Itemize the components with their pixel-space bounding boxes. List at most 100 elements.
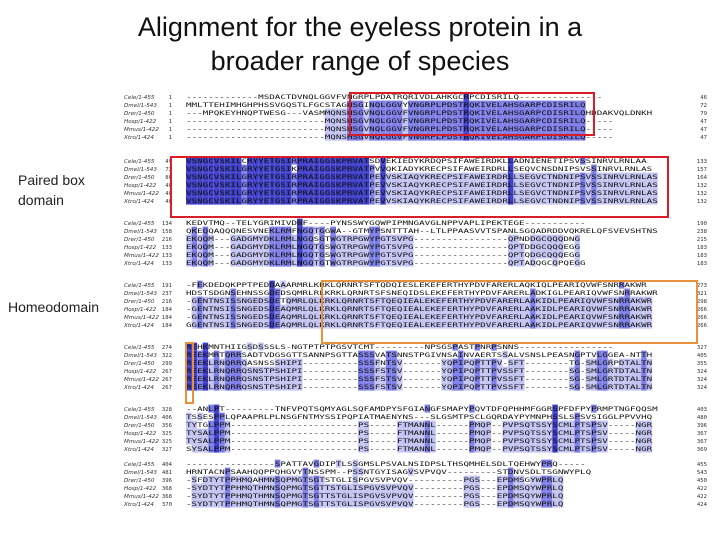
conservation-cell <box>235 304 242 313</box>
conservation-cell <box>374 116 381 125</box>
conservation-cell <box>485 382 492 391</box>
conservation-cell <box>380 234 386 243</box>
conservation-cell <box>385 180 392 189</box>
conservation-cell <box>541 483 547 492</box>
conservation-cell <box>191 366 198 375</box>
sequence-start: 299 <box>162 361 172 367</box>
conservation-cell <box>574 412 581 421</box>
conservation-cell <box>391 172 397 181</box>
conservation-cell <box>308 156 314 165</box>
conservation-cell <box>202 436 209 445</box>
conservation-cell <box>330 258 336 267</box>
conservation-cell <box>618 280 625 289</box>
sequence-end: 238 <box>697 229 708 235</box>
conservation-cell <box>485 196 492 205</box>
conservation-cell <box>457 358 464 367</box>
conservation-cell <box>213 366 220 375</box>
conservation-cell <box>291 156 297 165</box>
conservation-cell <box>396 491 403 500</box>
conservation-cell <box>396 242 403 251</box>
alignment-block: Cele/1-455 134 KEDVTMQ--TELYGRIMIVDNF----P… <box>123 218 708 267</box>
conservation-cell <box>507 312 514 321</box>
conservation-cell <box>485 172 492 181</box>
conservation-cell <box>352 108 359 117</box>
conservation-cell <box>624 366 630 375</box>
conservation-cell <box>358 242 364 251</box>
conservation-cell <box>424 188 431 197</box>
conservation-cell <box>241 296 248 305</box>
conservation-cell <box>635 304 642 313</box>
conservation-cell <box>474 188 481 197</box>
conservation-cell <box>358 180 364 189</box>
sequence-residues: -GENTNSISSNGEDSDEAQMRLQLKRKLQRNRTSFTQEQI… <box>186 314 653 321</box>
conservation-cell <box>519 242 525 251</box>
conservation-cell <box>591 188 597 197</box>
conservation-cell <box>552 491 558 500</box>
conservation-cell <box>391 312 397 321</box>
conservation-cell <box>247 320 253 329</box>
sequence-end: 190 <box>697 221 707 227</box>
conservation-cell <box>352 491 359 500</box>
conservation-cell <box>530 436 536 445</box>
conservation-cell <box>502 444 508 453</box>
conservation-cell <box>452 172 458 181</box>
conservation-cell <box>285 483 292 492</box>
conservation-cell <box>474 296 481 305</box>
conservation-cell <box>496 172 503 181</box>
conservation-cell <box>202 320 209 329</box>
conservation-cell <box>552 412 558 421</box>
conservation-cell <box>452 108 458 117</box>
conservation-cell <box>602 320 608 329</box>
conservation-cell <box>241 242 248 251</box>
conservation-cell <box>224 491 231 500</box>
conservation-cell <box>568 320 575 329</box>
conservation-cell <box>463 499 470 508</box>
conservation-cell <box>568 420 575 429</box>
conservation-cell <box>391 374 397 383</box>
conservation-cell <box>346 258 353 267</box>
conservation-cell <box>469 296 475 305</box>
conservation-cell <box>191 258 198 267</box>
conservation-cell <box>557 116 564 125</box>
conservation-cell <box>358 132 364 141</box>
conservation-cell <box>324 108 331 117</box>
conservation-cell <box>369 320 375 329</box>
sequence-name: Cele/1-455 <box>124 407 155 413</box>
conservation-cell <box>335 499 342 508</box>
conservation-cell <box>352 304 359 313</box>
conservation-cell <box>552 444 558 453</box>
conservation-cell <box>463 108 470 117</box>
conservation-cell <box>574 428 581 437</box>
conservation-cell <box>519 296 525 305</box>
conservation-cell <box>519 108 525 117</box>
conservation-cell <box>374 172 381 181</box>
conservation-cell <box>618 374 625 383</box>
conservation-cell <box>208 156 214 165</box>
conservation-cell <box>202 491 209 500</box>
conservation-cell <box>269 296 275 305</box>
conservation-cell <box>635 374 642 383</box>
conservation-cell <box>291 196 297 205</box>
conservation-cell <box>235 382 242 391</box>
conservation-cell <box>524 100 531 109</box>
conservation-cell <box>241 164 248 173</box>
conservation-cell <box>446 366 453 375</box>
sequence-start: 325 <box>162 439 172 445</box>
conservation-cell <box>247 258 253 267</box>
conservation-cell <box>630 382 636 391</box>
conservation-cell <box>385 374 392 383</box>
conservation-cell <box>374 374 381 383</box>
conservation-cell <box>402 304 408 313</box>
conservation-cell <box>213 196 220 205</box>
conservation-cell <box>624 312 630 321</box>
conservation-cell <box>252 366 259 375</box>
conservation-cell <box>568 124 575 133</box>
conservation-cell <box>380 196 386 205</box>
sequence-end: 543 <box>697 470 707 476</box>
conservation-cell <box>446 172 453 181</box>
conservation-cell <box>391 124 397 133</box>
sequence-start: 481 <box>162 470 172 476</box>
conservation-cell <box>457 188 464 197</box>
conservation-cell <box>485 116 492 125</box>
conservation-cell <box>202 475 209 484</box>
